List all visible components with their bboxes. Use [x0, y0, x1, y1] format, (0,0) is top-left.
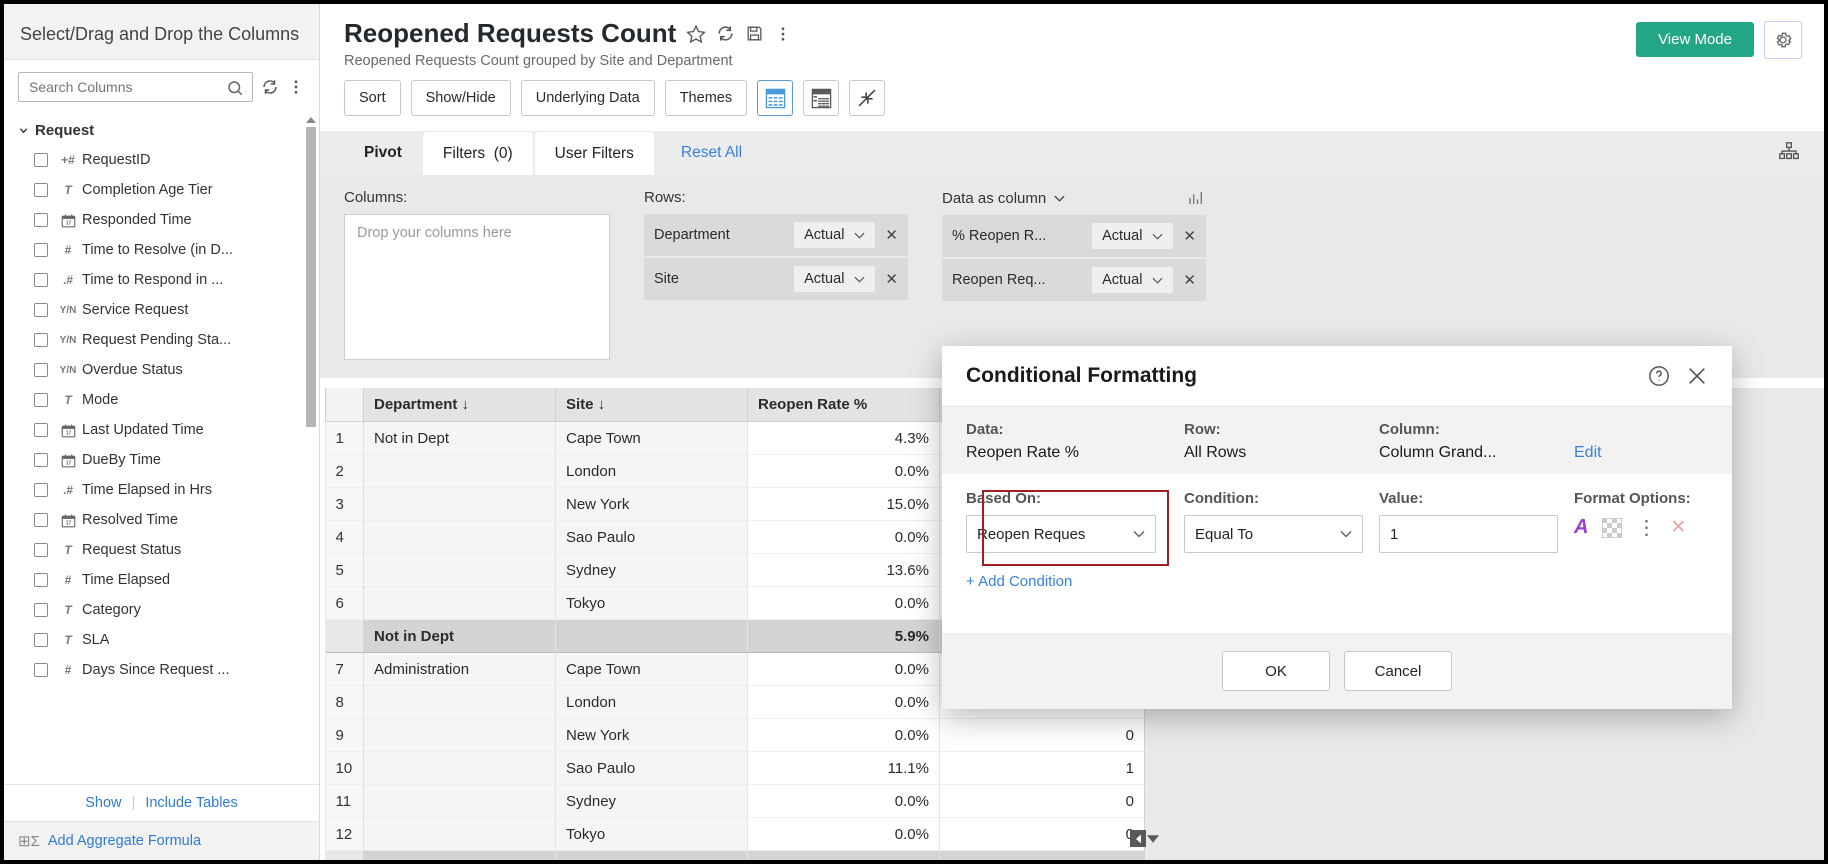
svg-text:17: 17	[65, 460, 71, 466]
svg-text:17: 17	[65, 220, 71, 226]
svg-text:17: 17	[65, 520, 71, 526]
svg-text:17: 17	[65, 430, 71, 436]
